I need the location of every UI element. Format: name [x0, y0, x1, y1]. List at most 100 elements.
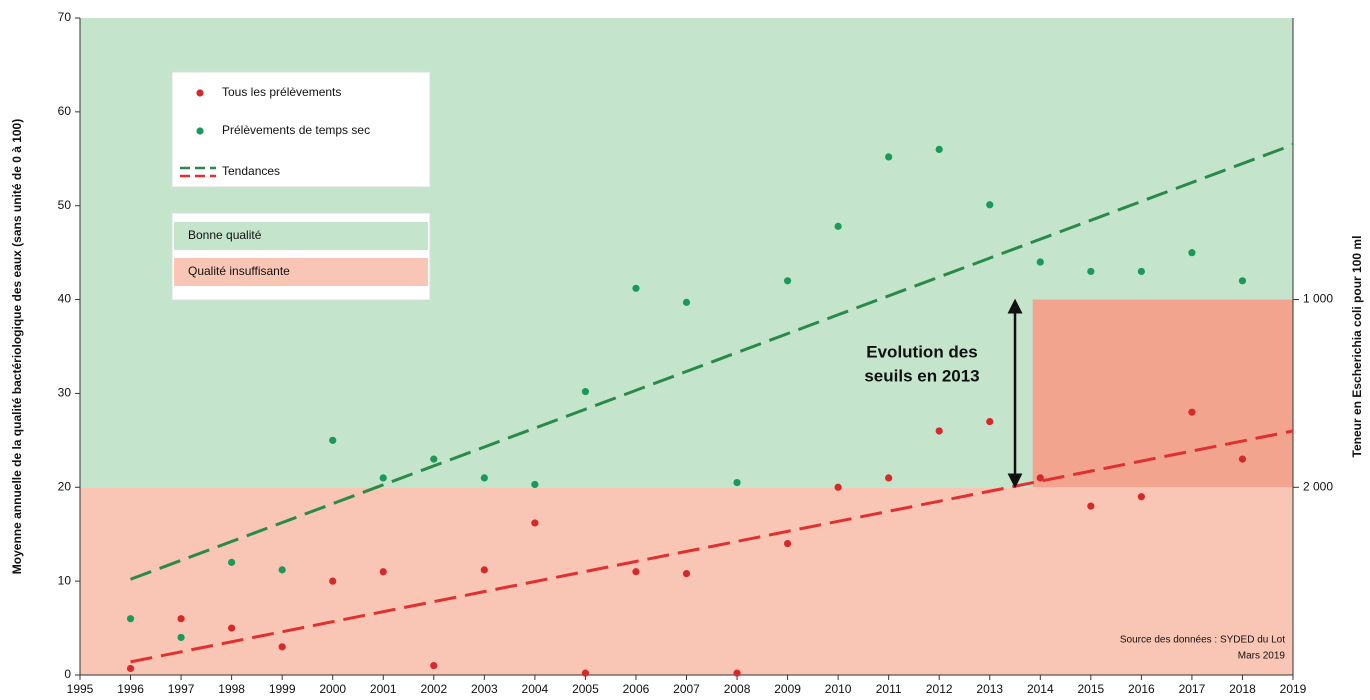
- data-point: [329, 577, 337, 585]
- annotation: seuils en 2013: [864, 366, 979, 385]
- x-tick-label: 2006: [623, 682, 650, 696]
- data-point: [935, 145, 943, 153]
- legend-swatch: [174, 258, 428, 286]
- y-tick-label: 30: [58, 386, 72, 400]
- data-point: [1137, 493, 1145, 501]
- annotation: Evolution des: [866, 342, 977, 361]
- x-tick-label: 2013: [976, 682, 1003, 696]
- data-point: [278, 643, 286, 651]
- data-point: [834, 483, 842, 491]
- x-tick-label: 2019: [1280, 682, 1307, 696]
- y2-tick-label: 2 000: [1303, 479, 1333, 493]
- x-tick-label: 2017: [1179, 682, 1206, 696]
- data-point: [935, 427, 943, 435]
- data-point: [581, 669, 590, 677]
- data-point: [581, 387, 590, 396]
- legend-label: Qualité insuffisante: [188, 264, 290, 278]
- x-tick-label: 2004: [522, 682, 549, 696]
- data-point: [1087, 502, 1095, 510]
- x-tick-label: 2002: [420, 682, 447, 696]
- x-tick-label: 1999: [269, 682, 296, 696]
- data-point: [278, 566, 286, 574]
- data-point: [1036, 258, 1044, 266]
- legend-label: Prélèvements de temps sec: [222, 123, 370, 137]
- data-point: [783, 540, 792, 548]
- data-point: [783, 277, 792, 285]
- x-tick-label: 2001: [370, 682, 397, 696]
- legend-marker: [196, 89, 204, 97]
- x-tick-label: 2016: [1128, 682, 1155, 696]
- data-point: [430, 455, 438, 463]
- x-tick-label: 2012: [926, 682, 953, 696]
- x-tick-label: 2015: [1077, 682, 1104, 696]
- data-point: [430, 662, 438, 670]
- x-tick-label: 2014: [1027, 682, 1054, 696]
- y-tick-label: 50: [58, 198, 72, 212]
- x-tick-label: 1995: [67, 682, 94, 696]
- threshold-zone: [1032, 299, 1293, 488]
- data-point: [1188, 249, 1196, 257]
- y-tick-label: 60: [58, 104, 72, 118]
- data-point: [1087, 267, 1095, 276]
- x-tick-label: 1997: [168, 682, 195, 696]
- legend-label: Tendances: [222, 164, 280, 178]
- data-point: [329, 436, 337, 444]
- x-tick-label: 1998: [218, 682, 245, 696]
- data-point: [733, 669, 741, 677]
- trend-line: [130, 143, 1294, 581]
- data-point: [480, 474, 488, 482]
- data-point: [885, 474, 893, 482]
- data-point: [177, 633, 185, 642]
- y2-axis-label: Teneur en Escherichia coli pour 100 ml: [1350, 236, 1364, 458]
- data-point: [228, 624, 236, 632]
- data-point: [986, 201, 994, 209]
- data-point: [1188, 408, 1196, 416]
- x-tick-label: 1996: [117, 682, 144, 696]
- x-tick-label: 2008: [724, 682, 751, 696]
- data-point: [1238, 455, 1247, 463]
- y-tick-label: 70: [58, 10, 72, 24]
- source-note: Source des données : SYDED du Lot: [1120, 635, 1285, 646]
- x-tick-label: 2003: [471, 682, 498, 696]
- data-point: [126, 615, 135, 623]
- data-point: [1036, 474, 1044, 482]
- legend-swatch: [174, 222, 428, 250]
- x-tick-label: 2000: [319, 682, 346, 696]
- data-point: [682, 298, 691, 306]
- x-tick-label: 2005: [572, 682, 599, 696]
- x-tick-label: 2011: [876, 682, 902, 696]
- data-point: [986, 417, 994, 426]
- data-point: [379, 474, 387, 482]
- data-point: [1238, 277, 1247, 285]
- legend-label: Tous les prélèvements: [222, 85, 341, 99]
- data-point: [1137, 267, 1145, 276]
- legend-label: Bonne qualité: [188, 228, 262, 242]
- trend-line: [130, 429, 1294, 664]
- legend-marker: [196, 127, 204, 135]
- data-point: [632, 568, 640, 576]
- data-point: [834, 222, 842, 230]
- data-point: [632, 284, 640, 292]
- y2-tick-label: 1 000: [1303, 292, 1333, 306]
- data-point: [177, 615, 185, 623]
- x-tick-label: 2018: [1229, 682, 1256, 696]
- data-point: [682, 570, 691, 578]
- data-point: [733, 478, 741, 487]
- quality-band: [80, 487, 1293, 675]
- data-point: [126, 664, 135, 673]
- y-tick-label: 10: [58, 573, 72, 587]
- data-point: [885, 153, 893, 161]
- data-point: [379, 568, 387, 576]
- x-tick-label: 2009: [774, 682, 801, 696]
- y-tick-label: 40: [58, 292, 72, 306]
- data-point: [228, 558, 236, 566]
- y-tick-label: 0: [64, 667, 71, 681]
- y-axis-label: Moyenne annuelle de la qualité bactériol…: [10, 119, 24, 574]
- data-point: [480, 566, 488, 574]
- data-point: [531, 519, 539, 527]
- x-tick-label: 2010: [825, 682, 852, 696]
- x-tick-label: 2007: [673, 682, 700, 696]
- data-point: [531, 480, 539, 489]
- y-tick-label: 20: [58, 479, 72, 493]
